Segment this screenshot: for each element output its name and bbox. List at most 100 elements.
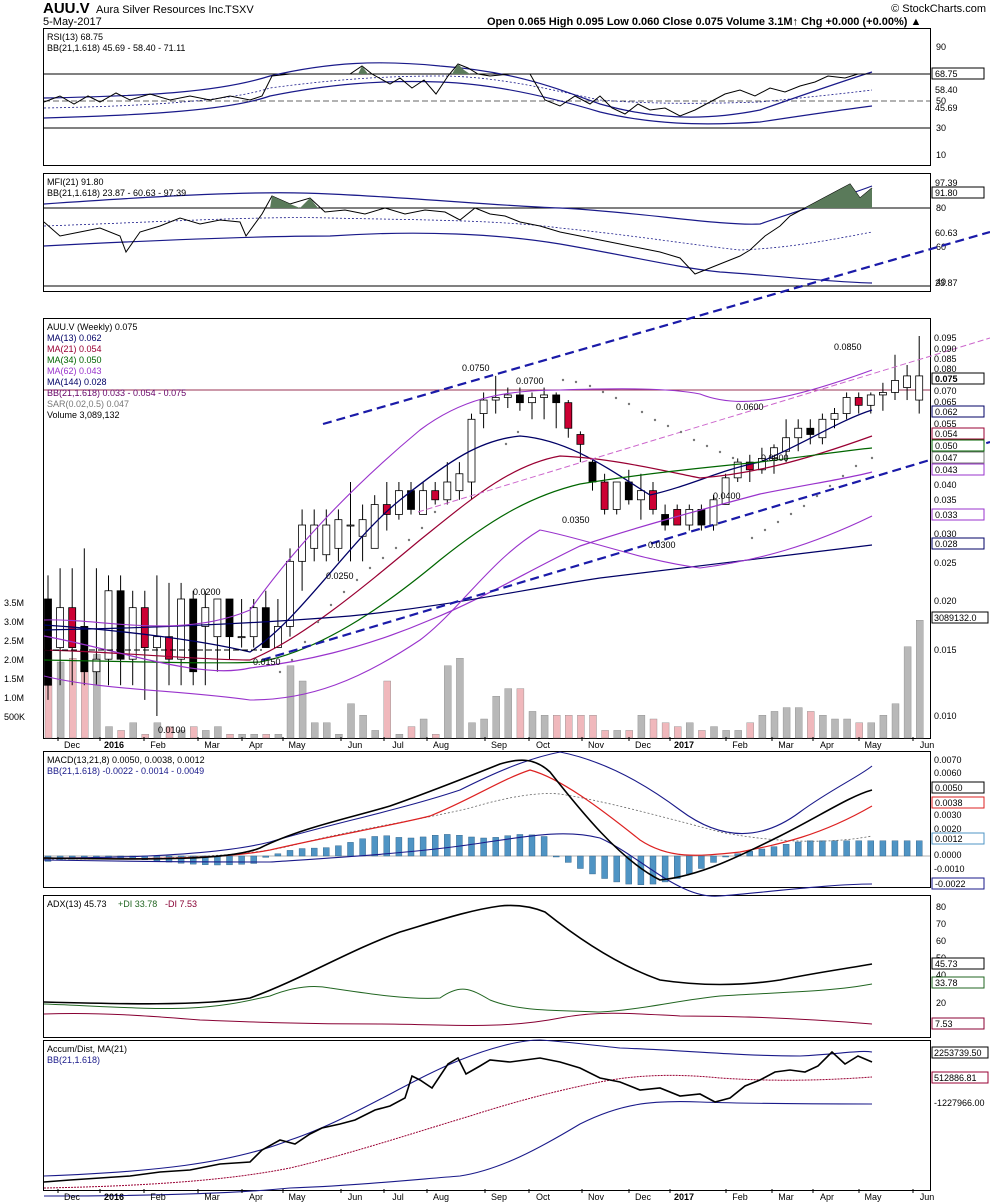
ticker-symbol: AUU.V bbox=[43, 0, 90, 17]
volume-bar bbox=[674, 726, 682, 739]
x-axis-label: May bbox=[864, 740, 882, 750]
svg-text:BB(21,1.618) 45.69 - 58.40 - 7: BB(21,1.618) 45.69 - 58.40 - 71.11 bbox=[47, 43, 185, 53]
volume-bar bbox=[613, 730, 621, 739]
x-axis-label: Nov bbox=[588, 740, 605, 750]
svg-text:58.40: 58.40 bbox=[935, 85, 958, 95]
svg-text:45.73: 45.73 bbox=[935, 959, 958, 969]
macd-bar bbox=[468, 836, 475, 857]
macd-bar bbox=[722, 855, 729, 858]
svg-text:0.0600: 0.0600 bbox=[736, 402, 764, 412]
candle-body bbox=[564, 402, 573, 429]
svg-text:0.0850: 0.0850 bbox=[834, 342, 862, 352]
volume-bar bbox=[117, 730, 125, 739]
macd-bar bbox=[371, 836, 378, 857]
svg-text:60.63: 60.63 bbox=[935, 228, 958, 238]
volume-bar bbox=[565, 715, 573, 739]
macd-bar bbox=[710, 855, 717, 863]
svg-text:0.050: 0.050 bbox=[935, 441, 958, 451]
candle-body bbox=[903, 375, 911, 388]
candle-body bbox=[770, 447, 778, 459]
volume-bar bbox=[746, 722, 754, 739]
candle-body bbox=[104, 590, 113, 660]
svg-text:1.5M: 1.5M bbox=[4, 674, 24, 684]
volume-bar bbox=[335, 734, 343, 739]
x-axis-label: Nov bbox=[588, 1192, 605, 1202]
x-axis-label: Dec bbox=[64, 1192, 81, 1202]
svg-text:0.0100: 0.0100 bbox=[158, 725, 186, 735]
candle-body bbox=[516, 394, 524, 404]
candle-body bbox=[528, 397, 536, 404]
trendline-upper bbox=[322, 230, 990, 426]
ad-panel-frame bbox=[43, 1040, 931, 1191]
macd-bar bbox=[238, 855, 245, 865]
candle-body bbox=[80, 626, 89, 673]
svg-text:0.095: 0.095 bbox=[934, 333, 957, 343]
volume-bar bbox=[540, 715, 549, 739]
svg-text:0.070: 0.070 bbox=[934, 386, 957, 396]
svg-text:45.69: 45.69 bbox=[935, 103, 958, 113]
volume-bar bbox=[214, 726, 222, 739]
candle-body bbox=[806, 427, 815, 435]
svg-text:0.0400: 0.0400 bbox=[713, 491, 741, 501]
volume-bar bbox=[577, 715, 585, 739]
rsi-panel: RSI(13) 68.75 BB(21,1.618) 45.69 - 58.40… bbox=[43, 32, 985, 160]
svg-text:0.040: 0.040 bbox=[934, 480, 957, 490]
svg-text:0.0500: 0.0500 bbox=[761, 453, 789, 463]
candle-body bbox=[443, 481, 452, 501]
candle-body bbox=[649, 490, 657, 510]
svg-text:0.0060: 0.0060 bbox=[934, 768, 962, 778]
svg-text:80: 80 bbox=[936, 203, 946, 213]
volume-bar bbox=[879, 715, 888, 739]
volume-bar bbox=[625, 730, 633, 739]
macd-bar bbox=[807, 840, 814, 857]
volume-bar bbox=[407, 726, 416, 739]
macd-bar bbox=[335, 845, 342, 857]
candle-body bbox=[612, 481, 621, 510]
macd-bar bbox=[867, 840, 874, 857]
volume-bar bbox=[795, 707, 803, 739]
macd-bar bbox=[419, 836, 427, 857]
volume-bar bbox=[734, 730, 742, 739]
price-panel: AUU.V (Weekly) 0.075 MA(13) 0.062 MA(21)… bbox=[4, 230, 990, 739]
company-name: Aura Silver Resources Inc. bbox=[96, 4, 226, 16]
macd-bar bbox=[758, 848, 766, 857]
x-axis-label: May bbox=[288, 740, 306, 750]
x-axis-label: May bbox=[288, 1192, 306, 1202]
volume-bar bbox=[601, 730, 609, 739]
volume-bar bbox=[589, 715, 597, 739]
candle-body bbox=[394, 490, 403, 515]
trendline-mid bbox=[417, 337, 990, 513]
svg-text:-0.0010: -0.0010 bbox=[934, 864, 965, 874]
svg-text:0.035: 0.035 bbox=[934, 495, 957, 505]
candle-body bbox=[624, 481, 633, 501]
macd-bar bbox=[395, 837, 403, 857]
svg-text:0.090: 0.090 bbox=[934, 344, 957, 354]
x-axis-label: Aug bbox=[433, 740, 449, 750]
svg-text:500K: 500K bbox=[4, 712, 25, 722]
macd-bar bbox=[625, 855, 632, 885]
volume-bar bbox=[153, 722, 162, 739]
volume-bar bbox=[807, 711, 815, 739]
candle-body bbox=[588, 461, 597, 483]
candle-body bbox=[261, 607, 270, 648]
svg-text:MA(13) 0.062: MA(13) 0.062 bbox=[47, 333, 102, 343]
volume-bar bbox=[165, 726, 174, 739]
svg-text:0.055: 0.055 bbox=[934, 419, 957, 429]
adx-panel-frame bbox=[43, 895, 931, 1038]
candle-body bbox=[842, 397, 851, 414]
svg-text:0.085: 0.085 bbox=[934, 354, 957, 364]
svg-text:0.0070: 0.0070 bbox=[934, 755, 962, 765]
candle-body bbox=[794, 427, 803, 439]
volume-bar bbox=[480, 718, 488, 739]
macd-bar bbox=[601, 855, 608, 879]
macd-bar bbox=[492, 837, 499, 857]
ad-panel: Accum/Dist, MA(21) BB(21,1.618) 2253739.… bbox=[43, 1039, 989, 1197]
x-axis-label: Mar bbox=[778, 1192, 794, 1202]
candle-body bbox=[697, 509, 706, 526]
svg-text:0.0038: 0.0038 bbox=[935, 798, 963, 808]
macd-bar bbox=[480, 837, 487, 857]
ma21-line bbox=[43, 435, 873, 661]
candle-body bbox=[491, 397, 500, 401]
candle-body bbox=[419, 490, 428, 515]
volume-bar bbox=[468, 722, 476, 739]
